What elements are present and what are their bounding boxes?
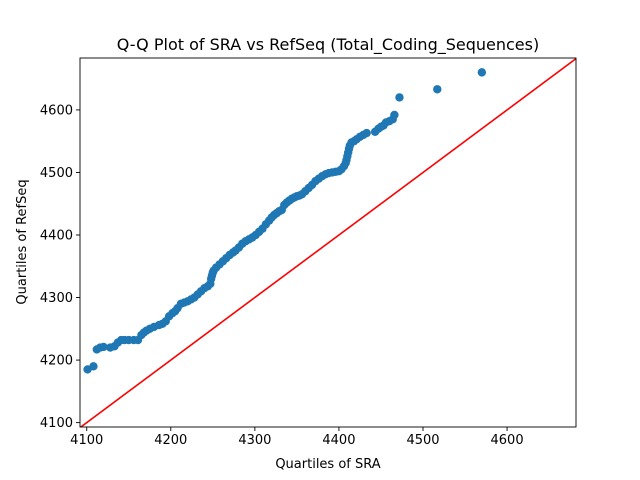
x-tick-label: 4500 [406, 433, 439, 448]
qq-point [99, 342, 108, 352]
y-tick-label: 4100 [40, 416, 73, 431]
y-tick-label: 4200 [40, 354, 73, 369]
qq-point [477, 68, 487, 77]
x-tick-label: 4600 [491, 433, 524, 448]
chart-title: Q-Q Plot of SRA vs RefSeq (Total_Coding_… [117, 35, 539, 55]
x-tick-label: 4300 [238, 433, 271, 448]
scatter-points [83, 68, 487, 374]
qq-point [89, 362, 98, 371]
y-tick-label: 4500 [40, 166, 73, 181]
qq-point [433, 85, 442, 94]
x-axis-ticks: 4100 4200 4300 4400 4500 4600 [70, 427, 524, 448]
qq-point [390, 110, 399, 120]
y-tick-label: 4300 [40, 291, 73, 306]
y-axis-label: Quartiles of RefSeq [15, 179, 30, 304]
qq-point [362, 128, 371, 138]
qq-point [395, 93, 404, 102]
x-tick-label: 4400 [322, 433, 355, 448]
reference-line-layer [80, 58, 576, 427]
plot-area-frame [79, 57, 577, 428]
x-axis-label: Quartiles of SRA [275, 457, 380, 472]
y-tick-label: 4400 [40, 228, 73, 243]
y-axis-ticks: 4100 4200 4300 4400 4500 4600 [40, 103, 80, 431]
y-tick-label: 4600 [40, 103, 73, 118]
reference-line [80, 58, 576, 427]
x-tick-label: 4100 [70, 433, 103, 448]
x-tick-label: 4200 [154, 433, 187, 448]
